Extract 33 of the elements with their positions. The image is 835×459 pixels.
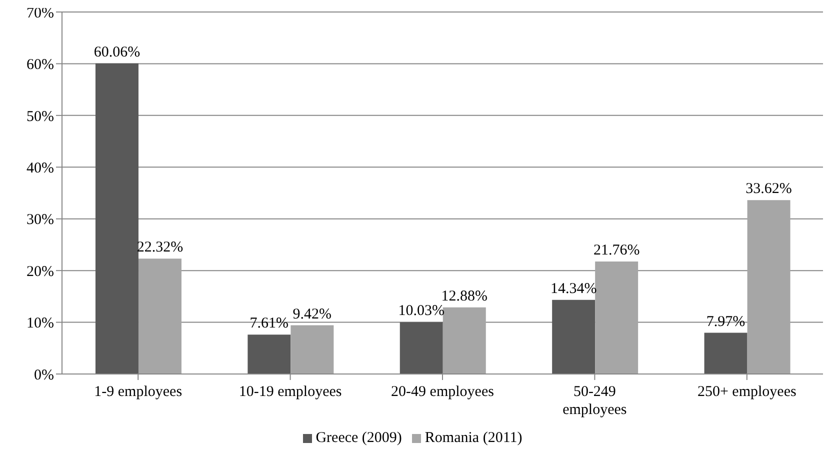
bar	[595, 261, 638, 374]
y-tick-label: 40%	[26, 160, 54, 176]
data-label: 7.97%	[706, 314, 746, 330]
bar	[747, 200, 790, 374]
data-label: 21.76%	[593, 242, 640, 258]
bar	[400, 322, 443, 374]
bar	[442, 307, 486, 374]
bar	[552, 300, 596, 374]
data-label: 14.34%	[550, 280, 597, 297]
data-label: 9.42%	[292, 306, 332, 322]
y-tick-label: 50%	[26, 108, 54, 125]
y-tick-label: 30%	[26, 212, 54, 228]
bar	[248, 334, 291, 374]
legend-label: Greece (2009)	[316, 430, 402, 446]
x-tick-label: 250+ employees	[697, 384, 796, 400]
x-tick-label: 1-9 employees	[94, 384, 182, 400]
data-label: 10.03%	[398, 303, 445, 320]
bar	[704, 332, 748, 374]
data-label: 60.06%	[94, 44, 140, 60]
data-label: 33.62%	[746, 181, 792, 198]
x-tick-label: 20-49 employees	[391, 384, 494, 400]
bar	[138, 258, 182, 374]
y-tick-label: 10%	[26, 316, 54, 332]
x-tick-label: 10-19 employees	[238, 384, 342, 400]
bar	[290, 325, 334, 374]
y-tick-label: 60%	[26, 57, 54, 74]
y-tick-label: 0%	[34, 367, 54, 384]
bar	[95, 63, 138, 374]
x-tick-label: 50-249 employees	[562, 384, 627, 418]
legend-label: Romania (2011)	[424, 430, 522, 446]
data-label: 7.61%	[250, 316, 289, 332]
data-label: 12.88%	[441, 288, 488, 304]
y-tick-label: 20%	[26, 264, 54, 280]
